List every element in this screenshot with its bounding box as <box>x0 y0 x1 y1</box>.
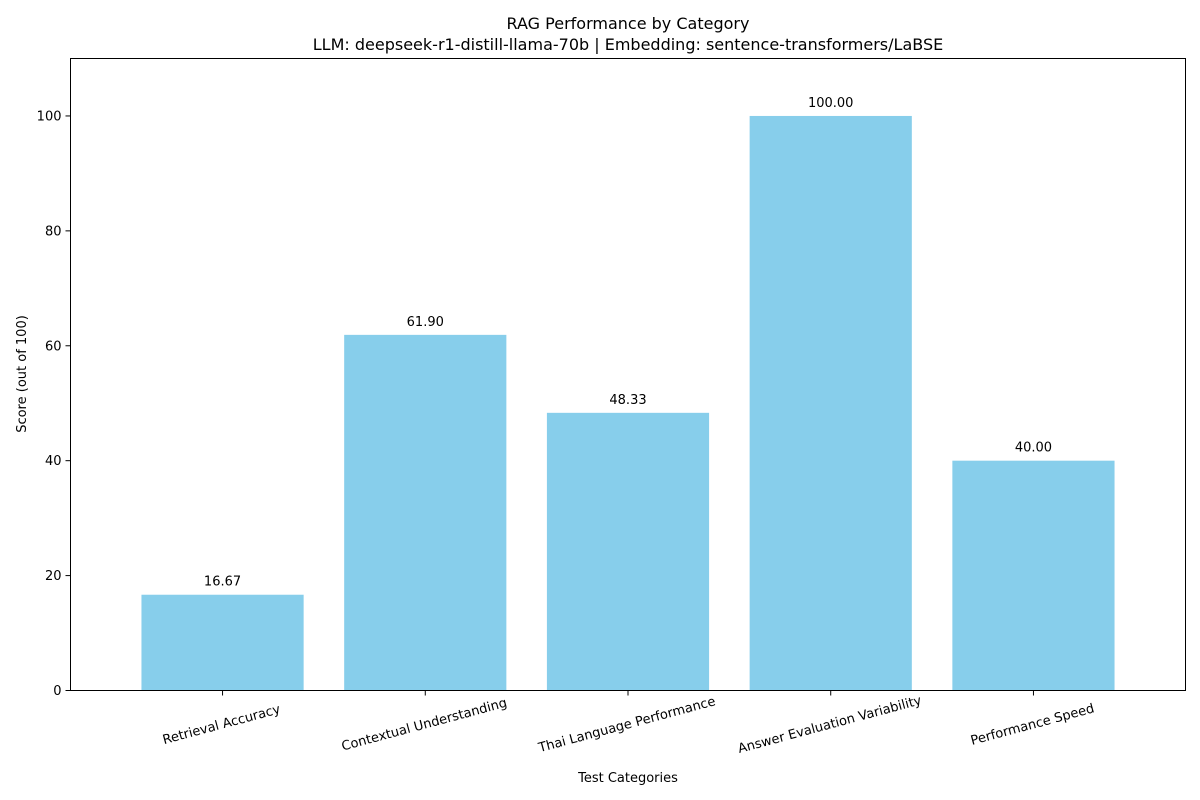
x-tick-label: Answer Evaluation Variability <box>736 693 923 757</box>
chart-subtitle: LLM: deepseek-r1-distill-llama-70b | Emb… <box>313 35 943 54</box>
y-tick-label: 60 <box>45 339 62 354</box>
x-tick-label: Contextual Understanding <box>340 696 509 755</box>
y-axis-label: Score (out of 100) <box>15 315 30 433</box>
x-axis-label: Test Categories <box>577 771 678 786</box>
y-tick-label: 40 <box>45 454 62 469</box>
bar-value-label: 16.67 <box>204 575 241 590</box>
value-labels-group: 16.67 61.90 48.33 100.00 40.00 <box>204 96 1052 590</box>
y-axis-ticks: 0 20 40 60 80 100 <box>37 109 71 699</box>
y-tick-label: 80 <box>45 224 62 239</box>
bar-value-label: 100.00 <box>808 96 854 111</box>
y-tick-label: 0 <box>53 684 61 699</box>
bar <box>141 594 304 691</box>
bar <box>952 460 1115 691</box>
bar <box>546 412 710 691</box>
y-tick-label: 20 <box>45 569 62 584</box>
bar-value-label: 40.00 <box>1015 441 1052 456</box>
x-tick-label: Retrieval Accuracy <box>161 702 282 748</box>
bar <box>344 334 507 691</box>
plot-area-frame <box>70 58 1186 691</box>
chart-title: RAG Performance by Category <box>507 14 750 33</box>
bar-value-label: 48.33 <box>609 393 646 408</box>
x-axis-ticks: Retrieval Accuracy Contextual Understandi… <box>161 690 1096 757</box>
bars-group <box>141 115 1115 691</box>
x-tick-label: Performance Speed <box>969 701 1096 748</box>
x-tick-label: Thai Language Performance <box>536 694 717 756</box>
y-tick-label: 100 <box>37 109 62 124</box>
bar <box>749 115 912 691</box>
bar-value-label: 61.90 <box>407 315 444 330</box>
